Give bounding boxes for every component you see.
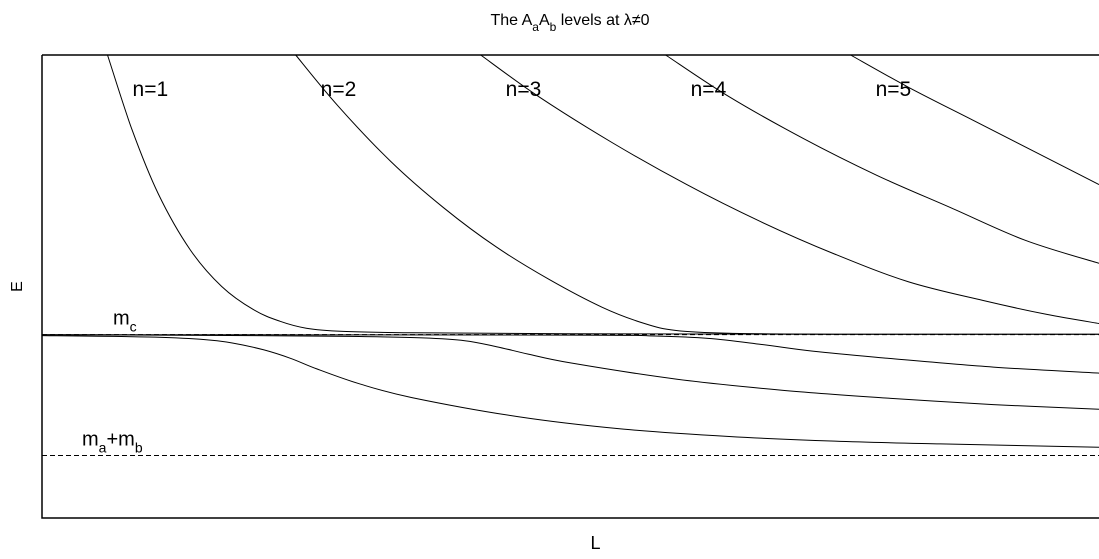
reference-label: mc <box>113 308 137 335</box>
reference-label-part: m <box>82 428 99 450</box>
chart-title-part: A <box>539 12 550 29</box>
series-line <box>42 336 1099 448</box>
chart-title-part: The A <box>490 12 532 29</box>
reference-label: ma+mb <box>82 428 143 455</box>
series-label: n=5 <box>876 78 912 101</box>
chart-title: The AaAb levels at λ≠0 <box>490 12 649 34</box>
reference-label-part: a <box>99 439 107 455</box>
reference-label-part: +m <box>106 428 134 450</box>
axes-frame <box>42 55 1099 518</box>
series-label: n=1 <box>133 78 169 101</box>
series-line <box>42 335 1099 373</box>
series-line <box>108 55 1099 334</box>
series-line <box>42 335 1099 410</box>
y-axis-label: E <box>9 281 26 292</box>
reference-label-part: c <box>130 319 137 335</box>
series-label: n=2 <box>321 78 357 101</box>
series-line <box>481 55 1099 324</box>
chart-title-part: levels at λ≠0 <box>556 12 649 29</box>
series-line <box>851 55 1099 185</box>
series-label: n=3 <box>506 78 542 101</box>
x-axis-label: L <box>590 533 600 553</box>
reference-label-part: m <box>113 308 130 330</box>
series-label: n=4 <box>691 78 727 101</box>
reference-label-part: b <box>135 439 143 455</box>
